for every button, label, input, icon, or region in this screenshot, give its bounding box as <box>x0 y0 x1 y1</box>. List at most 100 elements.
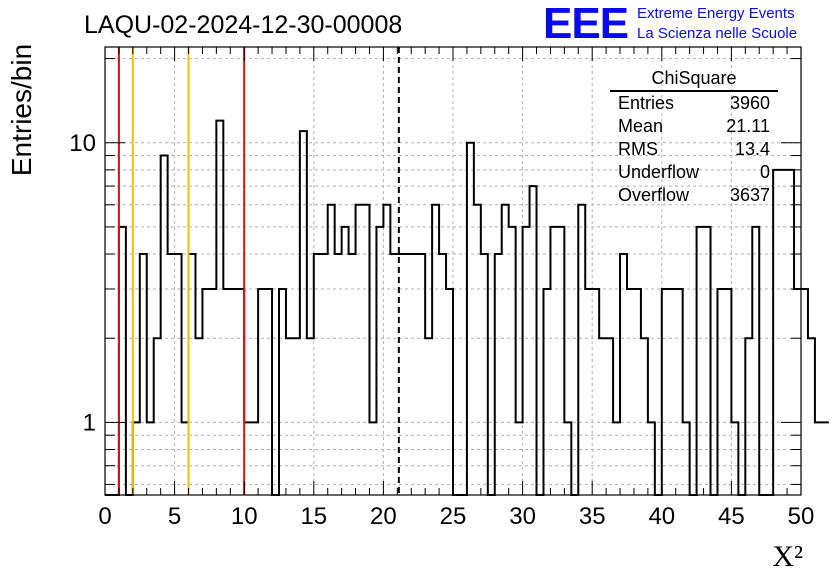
x-tick-label: 5 <box>168 503 181 530</box>
stats-value: 21.11 <box>726 116 770 136</box>
histogram-bin <box>578 205 585 495</box>
histogram-bin <box>599 338 606 495</box>
histogram-bin <box>613 422 620 495</box>
x-tick-label: 25 <box>440 503 467 530</box>
histogram-bin <box>293 338 300 495</box>
histogram-bin <box>822 422 829 495</box>
histogram-bin <box>133 422 140 495</box>
y-tick-label: 10 <box>69 130 96 157</box>
histogram-bin <box>606 338 613 495</box>
histogram-bin <box>724 289 731 495</box>
x-tick-label: 45 <box>718 503 745 530</box>
stats-label: RMS <box>618 139 658 159</box>
histogram-bin <box>474 205 481 495</box>
logo-line-1: Extreme Energy Events <box>637 5 795 22</box>
histogram-bin <box>502 205 509 495</box>
histogram-bin <box>321 254 328 495</box>
histogram-bin <box>432 205 439 495</box>
stats-title: ChiSquare <box>610 66 778 92</box>
histogram-bin <box>641 338 648 495</box>
histogram-bin <box>314 254 321 495</box>
histogram-bin <box>752 227 759 495</box>
axes: 0 5 10 15 20 25 30 35 40 45 50 1 10 X² Entries/bin <box>6 44 814 572</box>
x-tick-label: 15 <box>300 503 327 530</box>
histogram-bin <box>550 227 557 495</box>
stats-label: Entries <box>618 93 675 113</box>
histogram-series <box>105 119 829 496</box>
histogram-bin <box>265 289 272 495</box>
x-tick-label: 35 <box>579 503 606 530</box>
x-tick-label: 30 <box>509 503 536 530</box>
histogram-bin <box>564 422 571 495</box>
x-tick-label: 20 <box>370 503 397 530</box>
stats-box: ChiSquare Entries 3960 Mean 21.11 RMS 13… <box>610 66 778 207</box>
histogram-bin <box>585 289 592 495</box>
histogram-bin <box>202 289 209 495</box>
stats-label: Overflow <box>618 185 690 205</box>
histogram-bin <box>223 289 230 495</box>
histogram-bin <box>731 422 738 495</box>
histogram-bin <box>342 227 349 495</box>
y-tick-label: 1 <box>83 409 96 436</box>
histogram-bin <box>669 289 676 495</box>
histogram-bin <box>140 254 147 495</box>
histogram-bin <box>662 289 669 495</box>
histogram-bin <box>794 289 801 495</box>
histogram-bin <box>787 170 794 495</box>
histogram-bin <box>815 422 822 495</box>
stats-value: 3960 <box>729 93 770 113</box>
histogram-bin <box>495 254 502 495</box>
histogram-bin <box>627 289 634 495</box>
histogram-bin <box>780 170 787 495</box>
histogram-bin <box>356 205 363 495</box>
histogram-bin <box>801 289 808 495</box>
x-tick-label: 50 <box>788 503 815 530</box>
histogram <box>105 119 829 496</box>
stats-value: 0 <box>759 162 770 182</box>
marker-lines <box>117 47 400 495</box>
histogram-bin <box>404 254 411 495</box>
histogram-bin <box>509 227 516 495</box>
histogram-bin <box>237 289 244 495</box>
histogram-bin <box>168 254 175 495</box>
histogram-bin <box>349 254 356 495</box>
eee-logo: EEE <box>543 0 629 48</box>
histogram-bin <box>363 205 370 495</box>
histogram-bin <box>704 227 711 495</box>
histogram-bin <box>530 186 537 495</box>
stats-row-underflow: Underflow 0 <box>610 161 778 184</box>
histogram-bin <box>425 338 432 495</box>
histogram-bin <box>383 205 390 495</box>
stats-row-mean: Mean 21.11 <box>610 115 778 138</box>
histogram-bin <box>390 254 397 495</box>
histogram-bin <box>209 289 216 495</box>
histogram-bin <box>258 289 265 495</box>
histogram-bin <box>411 254 418 495</box>
histogram-bin <box>557 227 564 495</box>
histogram-bin <box>335 254 342 495</box>
plot-title: LAQU-02-2024-12-30-00008 <box>84 11 403 39</box>
histogram-bin <box>182 422 189 495</box>
histogram-bin <box>189 254 196 495</box>
histogram-bin <box>328 205 335 495</box>
histogram-bin <box>161 156 168 495</box>
y-axis-label: Entries/bin <box>6 44 37 176</box>
histogram-bin <box>676 289 683 495</box>
histogram-bin <box>467 143 474 495</box>
histogram-bin <box>418 254 425 495</box>
histogram-bin <box>446 289 453 495</box>
histogram-bin <box>376 227 383 495</box>
histogram-bin <box>154 338 161 495</box>
histogram-bin <box>119 227 126 495</box>
histogram-bin <box>244 422 251 495</box>
histogram-bin <box>195 338 202 495</box>
histogram-bin <box>230 289 237 495</box>
histogram-bin <box>648 422 655 495</box>
x-tick-label: 10 <box>231 503 258 530</box>
x-tick-label: 40 <box>648 503 675 530</box>
histogram-bin <box>147 422 154 495</box>
stats-label: Mean <box>618 116 664 136</box>
histogram-bin <box>634 289 641 495</box>
histogram-bin <box>439 254 446 495</box>
